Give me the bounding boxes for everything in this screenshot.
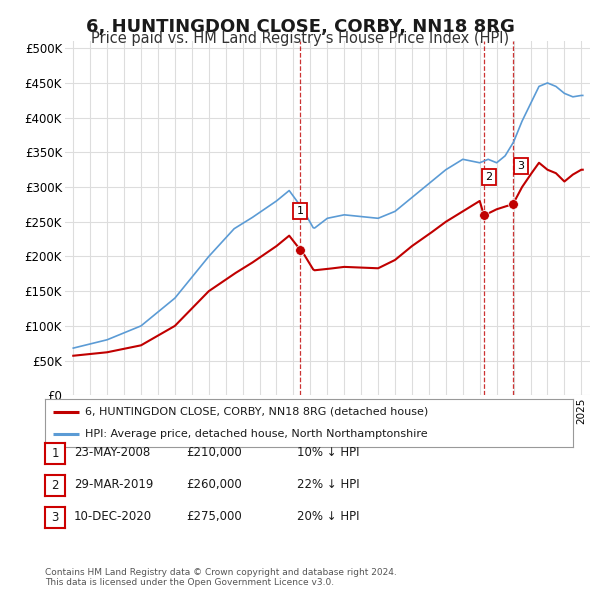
Text: 2: 2 bbox=[485, 172, 493, 182]
Text: 10% ↓ HPI: 10% ↓ HPI bbox=[297, 446, 359, 459]
Text: 10-DEC-2020: 10-DEC-2020 bbox=[74, 510, 152, 523]
Text: Price paid vs. HM Land Registry's House Price Index (HPI): Price paid vs. HM Land Registry's House … bbox=[91, 31, 509, 45]
Text: This data is licensed under the Open Government Licence v3.0.: This data is licensed under the Open Gov… bbox=[45, 578, 334, 587]
Text: Contains HM Land Registry data © Crown copyright and database right 2024.: Contains HM Land Registry data © Crown c… bbox=[45, 568, 397, 577]
Text: 1: 1 bbox=[52, 447, 59, 460]
Text: HPI: Average price, detached house, North Northamptonshire: HPI: Average price, detached house, Nort… bbox=[85, 429, 427, 439]
Text: 1: 1 bbox=[296, 206, 304, 217]
Text: 6, HUNTINGDON CLOSE, CORBY, NN18 8RG: 6, HUNTINGDON CLOSE, CORBY, NN18 8RG bbox=[86, 18, 514, 36]
Text: £260,000: £260,000 bbox=[186, 478, 242, 491]
Text: 2: 2 bbox=[52, 479, 59, 492]
Text: 3: 3 bbox=[518, 161, 524, 171]
Text: £275,000: £275,000 bbox=[186, 510, 242, 523]
Text: 22% ↓ HPI: 22% ↓ HPI bbox=[297, 478, 359, 491]
Text: 29-MAR-2019: 29-MAR-2019 bbox=[74, 478, 153, 491]
Text: 6, HUNTINGDON CLOSE, CORBY, NN18 8RG (detached house): 6, HUNTINGDON CLOSE, CORBY, NN18 8RG (de… bbox=[85, 407, 428, 417]
Text: £210,000: £210,000 bbox=[186, 446, 242, 459]
Text: 3: 3 bbox=[52, 511, 59, 524]
Text: 23-MAY-2008: 23-MAY-2008 bbox=[74, 446, 150, 459]
Text: 20% ↓ HPI: 20% ↓ HPI bbox=[297, 510, 359, 523]
